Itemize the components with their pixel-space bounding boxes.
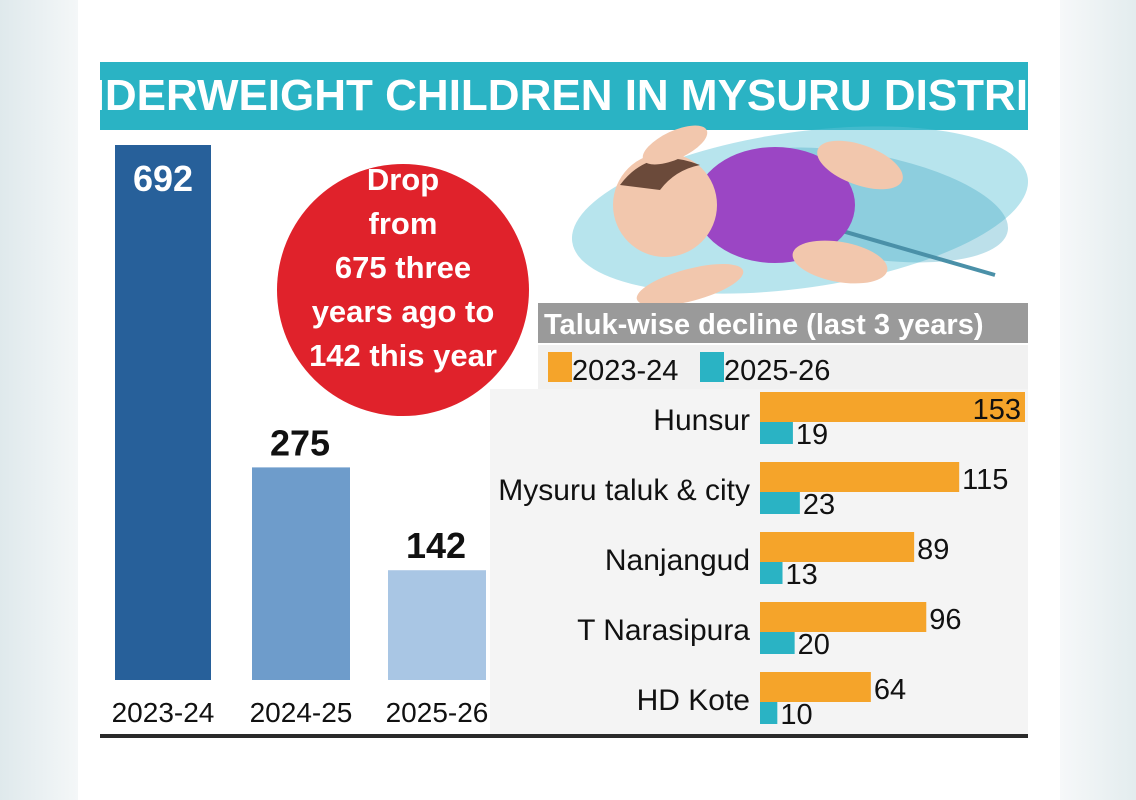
legend-swatch: [548, 352, 572, 382]
taluk-label: Nanjangud: [605, 544, 750, 577]
chart-title: UNDERWEIGHT CHILDREN IN MYSURU DISTRICT: [100, 71, 1028, 120]
year-category-label: 2023-24: [112, 697, 215, 728]
baby-leg: [792, 240, 888, 284]
baby-body: [695, 147, 855, 263]
title-bar: [100, 62, 1028, 130]
taluk-bar-value-label: 20: [798, 629, 830, 661]
year-bar-value-label: 142: [406, 525, 466, 566]
bar-2023-24: [760, 532, 915, 562]
callout-text-line: Drop: [367, 162, 439, 197]
subtitle-text: Taluk-wise decline (last 3 years): [544, 309, 984, 341]
bottom-rule: [100, 734, 1028, 738]
taluk-bar-value-label: 153: [973, 394, 1021, 426]
baby-arm: [642, 125, 708, 165]
bar-2023-24: [760, 462, 960, 492]
legend-swatch: [700, 352, 724, 382]
yearly-bar-chart: 692 2023-24 275 2024-25 142 2025-26: [112, 145, 489, 728]
baby-leg: [817, 140, 903, 190]
taluk-bar-value-label: 19: [796, 419, 828, 451]
taluk-bar-value-label: 13: [786, 559, 818, 591]
baby-hair: [620, 158, 700, 190]
taluk-bar-chart: Taluk-wise decline (last 3 years) 2023-24…: [490, 303, 1028, 734]
year-bar: [115, 145, 211, 680]
callout-text-line: years ago to: [312, 294, 495, 329]
bar-2025-26: [760, 562, 783, 584]
taluk-bar-value-label: 64: [874, 674, 906, 706]
year-bar: [252, 467, 350, 680]
bar-2025-26: [760, 492, 800, 514]
taluk-bar-value-label: 23: [803, 489, 835, 521]
year-bar-value-label: 692: [133, 158, 193, 199]
bar-2025-26: [760, 632, 795, 654]
taluk-label: T Narasipura: [577, 614, 750, 647]
callout-text-line: from: [369, 206, 438, 241]
callout-text-line: 142 this year: [309, 338, 497, 373]
drop-callout: Drop from 675 three years ago to 142 this ye…: [271, 158, 535, 422]
background-right: [1060, 0, 1136, 800]
callout-circle: [277, 164, 529, 416]
bar-2023-24: [760, 672, 871, 702]
taluk-bar-value-label: 10: [780, 699, 812, 731]
taluk-label: HD Kote: [637, 684, 750, 717]
bar-2025-26: [760, 422, 793, 444]
year-category-label: 2024-25: [250, 697, 353, 728]
taluk-bar-value-label: 89: [917, 534, 949, 566]
callout-text-line: 675 three: [335, 250, 471, 285]
bar-2023-24: [760, 392, 1025, 422]
taluk-label: Mysuru taluk & city: [498, 474, 750, 507]
taluk-label: Hunsur: [653, 404, 750, 437]
bar-2025-26: [760, 702, 778, 724]
baby-arm: [636, 263, 744, 307]
baby-illustration: [571, 125, 1029, 307]
background-left: [0, 0, 78, 800]
legend-label: 2023-24: [572, 355, 678, 387]
year-bar-value-label: 275: [270, 422, 330, 463]
legend-label: 2025-26: [724, 355, 830, 387]
year-category-label: 2025-26: [386, 697, 489, 728]
year-bar: [388, 570, 486, 680]
taluk-bar-value-label: 115: [962, 464, 1008, 496]
taluk-plot-background: [490, 389, 1028, 734]
taluk-bar-value-label: 96: [929, 604, 961, 636]
subtitle-bar: [538, 303, 1028, 343]
legend-background: [538, 345, 1028, 389]
bar-2023-24: [760, 602, 927, 632]
